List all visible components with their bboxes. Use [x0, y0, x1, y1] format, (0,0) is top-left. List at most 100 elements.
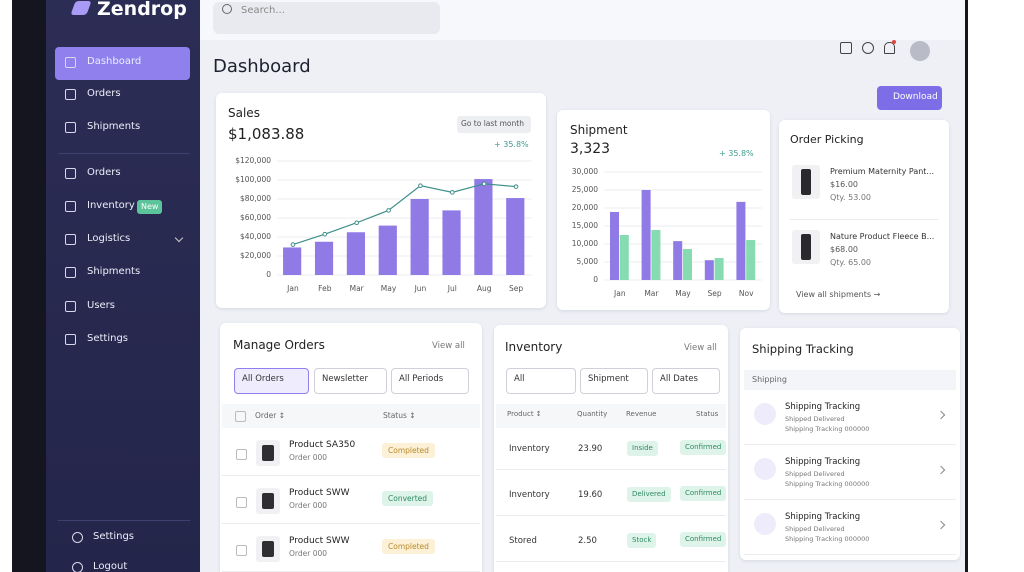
bar: [283, 247, 302, 275]
search-box[interactable]: [213, 2, 440, 34]
nav-icon: [65, 267, 76, 278]
tracking-title[interactable]: Shipping Tracking: [785, 457, 861, 467]
sales-change: + 35.8%: [494, 140, 529, 149]
filter-label: Newsletter: [322, 374, 368, 384]
nav-item[interactable]: Logistics: [87, 233, 131, 244]
inventory-link[interactable]: View all: [684, 343, 717, 353]
notification-dot: [892, 40, 896, 44]
checkbox: [236, 497, 247, 508]
y-tick-label: $40,000: [240, 232, 271, 241]
tracking-line: Shipped Delivered: [785, 525, 845, 533]
status-badge: Delivered: [627, 487, 671, 502]
checkbox: [236, 545, 247, 556]
search-icon: [222, 4, 232, 14]
nav-active-bg: [55, 47, 190, 80]
order-name: Product SA350: [289, 440, 356, 450]
tracking-icon: [754, 403, 776, 425]
header-icon[interactable]: [840, 42, 852, 54]
nav-item[interactable]: Dashboard: [87, 56, 142, 67]
manage-orders-link[interactable]: View all: [432, 341, 465, 351]
nav-item[interactable]: Inventory: [87, 200, 135, 211]
nav-item[interactable]: Logout: [93, 561, 128, 572]
filter-label: All Orders: [242, 374, 284, 384]
nav-item[interactable]: Shipments: [87, 121, 141, 132]
x-tick-label: May: [381, 284, 397, 293]
product-price: $68.00: [830, 245, 858, 254]
bar: [619, 235, 629, 280]
product-name: Nature Product Fleece B...: [830, 232, 935, 241]
bar: [641, 190, 651, 280]
cell: Inventory: [509, 490, 550, 500]
order-name: Product SWW: [289, 536, 350, 546]
bar: [474, 179, 493, 275]
bar: [314, 241, 334, 275]
status-badge: Stock: [627, 533, 657, 548]
nav-item[interactable]: Orders: [87, 167, 121, 178]
line-point: [450, 190, 455, 195]
column-header: Status: [696, 410, 719, 418]
filter-label: Shipment: [588, 374, 629, 384]
row-divider: [496, 515, 726, 516]
column-header: Revenue: [626, 410, 657, 418]
order-picking-link[interactable]: View all shipments →: [796, 290, 881, 299]
nav-icon: [65, 89, 76, 100]
shipment-card: [557, 110, 770, 310]
row-divider: [744, 444, 956, 445]
shipment-total: 3,323: [570, 141, 611, 157]
status-badge: Confirmed: [680, 440, 727, 455]
sales-filter-label: Go to last month: [461, 119, 524, 128]
filter-dropdown[interactable]: [506, 368, 576, 394]
order-name: Product SWW: [289, 488, 350, 498]
product-image: [262, 493, 274, 509]
cell: 19.60: [578, 490, 603, 500]
manage-orders-title: Manage Orders: [233, 338, 325, 352]
sidebar: [46, 0, 200, 572]
row-divider: [744, 499, 956, 500]
filter-dropdown[interactable]: [580, 368, 648, 394]
nav-item[interactable]: Users: [87, 300, 116, 311]
download-button[interactable]: [877, 86, 942, 110]
filter-dropdown[interactable]: [314, 368, 387, 394]
column-header: Status ↕: [383, 411, 416, 420]
y-tick-label: $80,000: [240, 194, 271, 203]
tracking-title[interactable]: Shipping Tracking: [785, 512, 861, 522]
column-header: Product ↕: [507, 410, 542, 418]
nav-item[interactable]: Settings: [93, 531, 135, 542]
filter-dropdown[interactable]: [391, 368, 469, 394]
bar: [610, 211, 620, 280]
x-tick-label: Nov: [739, 289, 754, 298]
x-tick-label: Jun: [414, 284, 427, 293]
download-label: Download: [893, 92, 938, 102]
help-icon[interactable]: [862, 42, 874, 54]
avatar[interactable]: [910, 41, 930, 61]
product-image: [801, 169, 811, 195]
nav-item[interactable]: Orders: [87, 88, 121, 99]
filter-dropdown[interactable]: [652, 368, 720, 394]
product-price: $16.00: [830, 180, 858, 189]
tracking-line: Shipping Tracking 000000: [785, 425, 870, 433]
search-placeholder: Search...: [241, 5, 285, 16]
filter-dropdown[interactable]: [234, 368, 309, 394]
sales-filter[interactable]: [457, 116, 531, 133]
line-point: [322, 231, 328, 237]
bar: [378, 225, 397, 275]
nav-item[interactable]: Settings: [87, 333, 129, 344]
bar: [651, 229, 661, 280]
product-image: [801, 234, 811, 260]
tracking-title[interactable]: Shipping Tracking: [785, 402, 861, 412]
row-divider: [744, 554, 956, 555]
product-qty: Qty. 53.00: [830, 193, 872, 202]
status-badge: Converted: [382, 491, 434, 506]
nav-item[interactable]: Shipments: [87, 266, 141, 277]
y-tick-label: $60,000: [240, 213, 271, 222]
bell-icon[interactable]: [884, 42, 895, 54]
bar: [673, 241, 683, 280]
x-tick-label: Jul: [447, 284, 457, 293]
order-picking-title: Order Picking: [790, 133, 864, 146]
bar: [746, 240, 756, 280]
x-tick-label: Mar: [644, 289, 659, 298]
product-qty: Qty. 65.00: [830, 258, 872, 267]
cell: Stored: [509, 536, 537, 546]
